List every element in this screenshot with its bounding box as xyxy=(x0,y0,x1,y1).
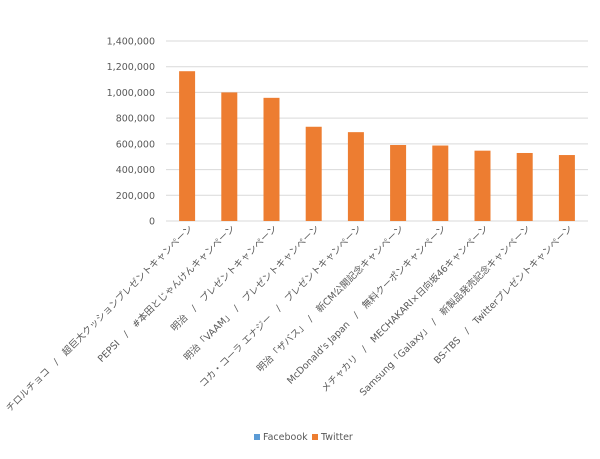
legend: Facebook Twitter xyxy=(254,432,353,443)
bars xyxy=(179,71,575,221)
y-tick-label: 0 xyxy=(149,217,155,228)
legend-label: Twitter xyxy=(320,432,353,443)
bar-twitter xyxy=(516,152,533,221)
x-tick-label: McDonald's Japan / 無料クーポンキャンペーン xyxy=(284,223,448,387)
x-tick-label: コカ・コーラ エナジー / プレゼントキャンペーン xyxy=(197,223,364,390)
legend-item-twitter: Twitter xyxy=(312,432,353,443)
bar-twitter xyxy=(558,155,575,221)
y-tick-label: 1,400,000 xyxy=(107,37,155,48)
y-tick-label: 800,000 xyxy=(116,114,155,125)
y-tick-label: 600,000 xyxy=(116,139,155,150)
legend-label: Facebook xyxy=(263,432,308,443)
y-tick-label: 400,000 xyxy=(116,165,155,176)
bar-twitter xyxy=(474,150,491,221)
bar-twitter xyxy=(179,71,196,221)
y-tick-label: 200,000 xyxy=(116,191,155,202)
legend-swatch xyxy=(254,434,260,440)
bar-twitter xyxy=(347,132,364,221)
x-tick-label: チロルチョコ / 超巨大クッションプレゼントキャンペーン xyxy=(4,223,196,415)
y-axis-ticks: 0 200,000 400,000 600,000 800,000 1,000,000 1,… xyxy=(107,37,155,228)
legend-item-facebook: Facebook xyxy=(254,432,308,443)
bar-twitter xyxy=(305,126,322,221)
bar-twitter xyxy=(432,145,449,221)
legend-swatch xyxy=(312,434,318,440)
x-tick-label: 明治「ザバス」 / 新CM公開記念キャンペーン xyxy=(254,223,406,375)
y-tick-label: 1,200,000 xyxy=(107,62,155,73)
y-tick-label: 1,000,000 xyxy=(107,88,155,99)
bar-twitter xyxy=(221,92,238,221)
bar-twitter xyxy=(263,97,280,221)
bar-twitter xyxy=(390,145,407,221)
